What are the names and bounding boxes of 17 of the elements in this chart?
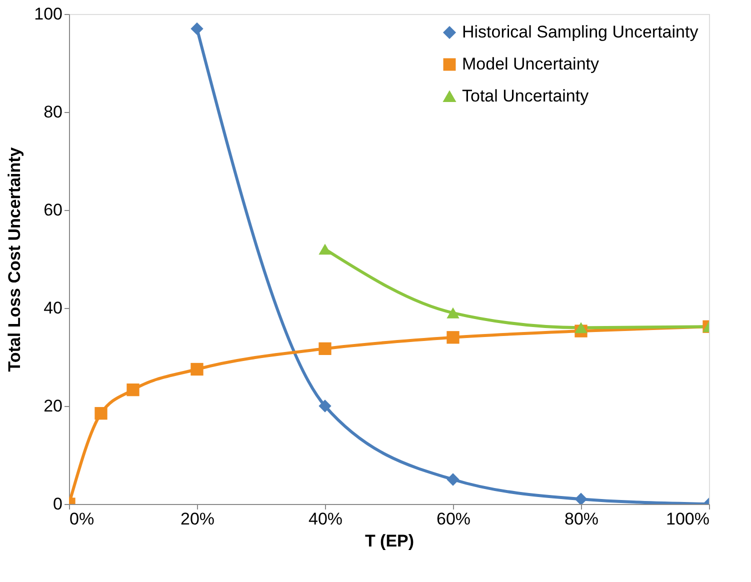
x-axis-title: T (EP) <box>364 532 414 550</box>
legend-label: Total Uncertainty <box>462 86 590 106</box>
legend-label: Model Uncertainty <box>462 54 600 74</box>
x-tick-label: 0% <box>70 510 94 528</box>
x-tick-label: 20% <box>180 510 215 528</box>
y-axis-title: Total Loss Cost Uncertainty <box>5 146 24 372</box>
y-tick-label: 0 <box>53 494 62 514</box>
legend-label: Historical Sampling Uncertainty <box>462 22 699 42</box>
x-tick-label: 60% <box>436 510 471 528</box>
y-tick-label: 80 <box>44 102 62 122</box>
x-tick-label: 80% <box>564 510 599 528</box>
y-tick-label: 100 <box>34 4 62 24</box>
x-tick-label: 40% <box>308 510 343 528</box>
y-tick-label: 20 <box>44 396 62 416</box>
y-tick-label: 40 <box>44 298 62 318</box>
y-tick-label: 60 <box>44 200 62 220</box>
x-tick-label: 100% <box>666 510 710 528</box>
